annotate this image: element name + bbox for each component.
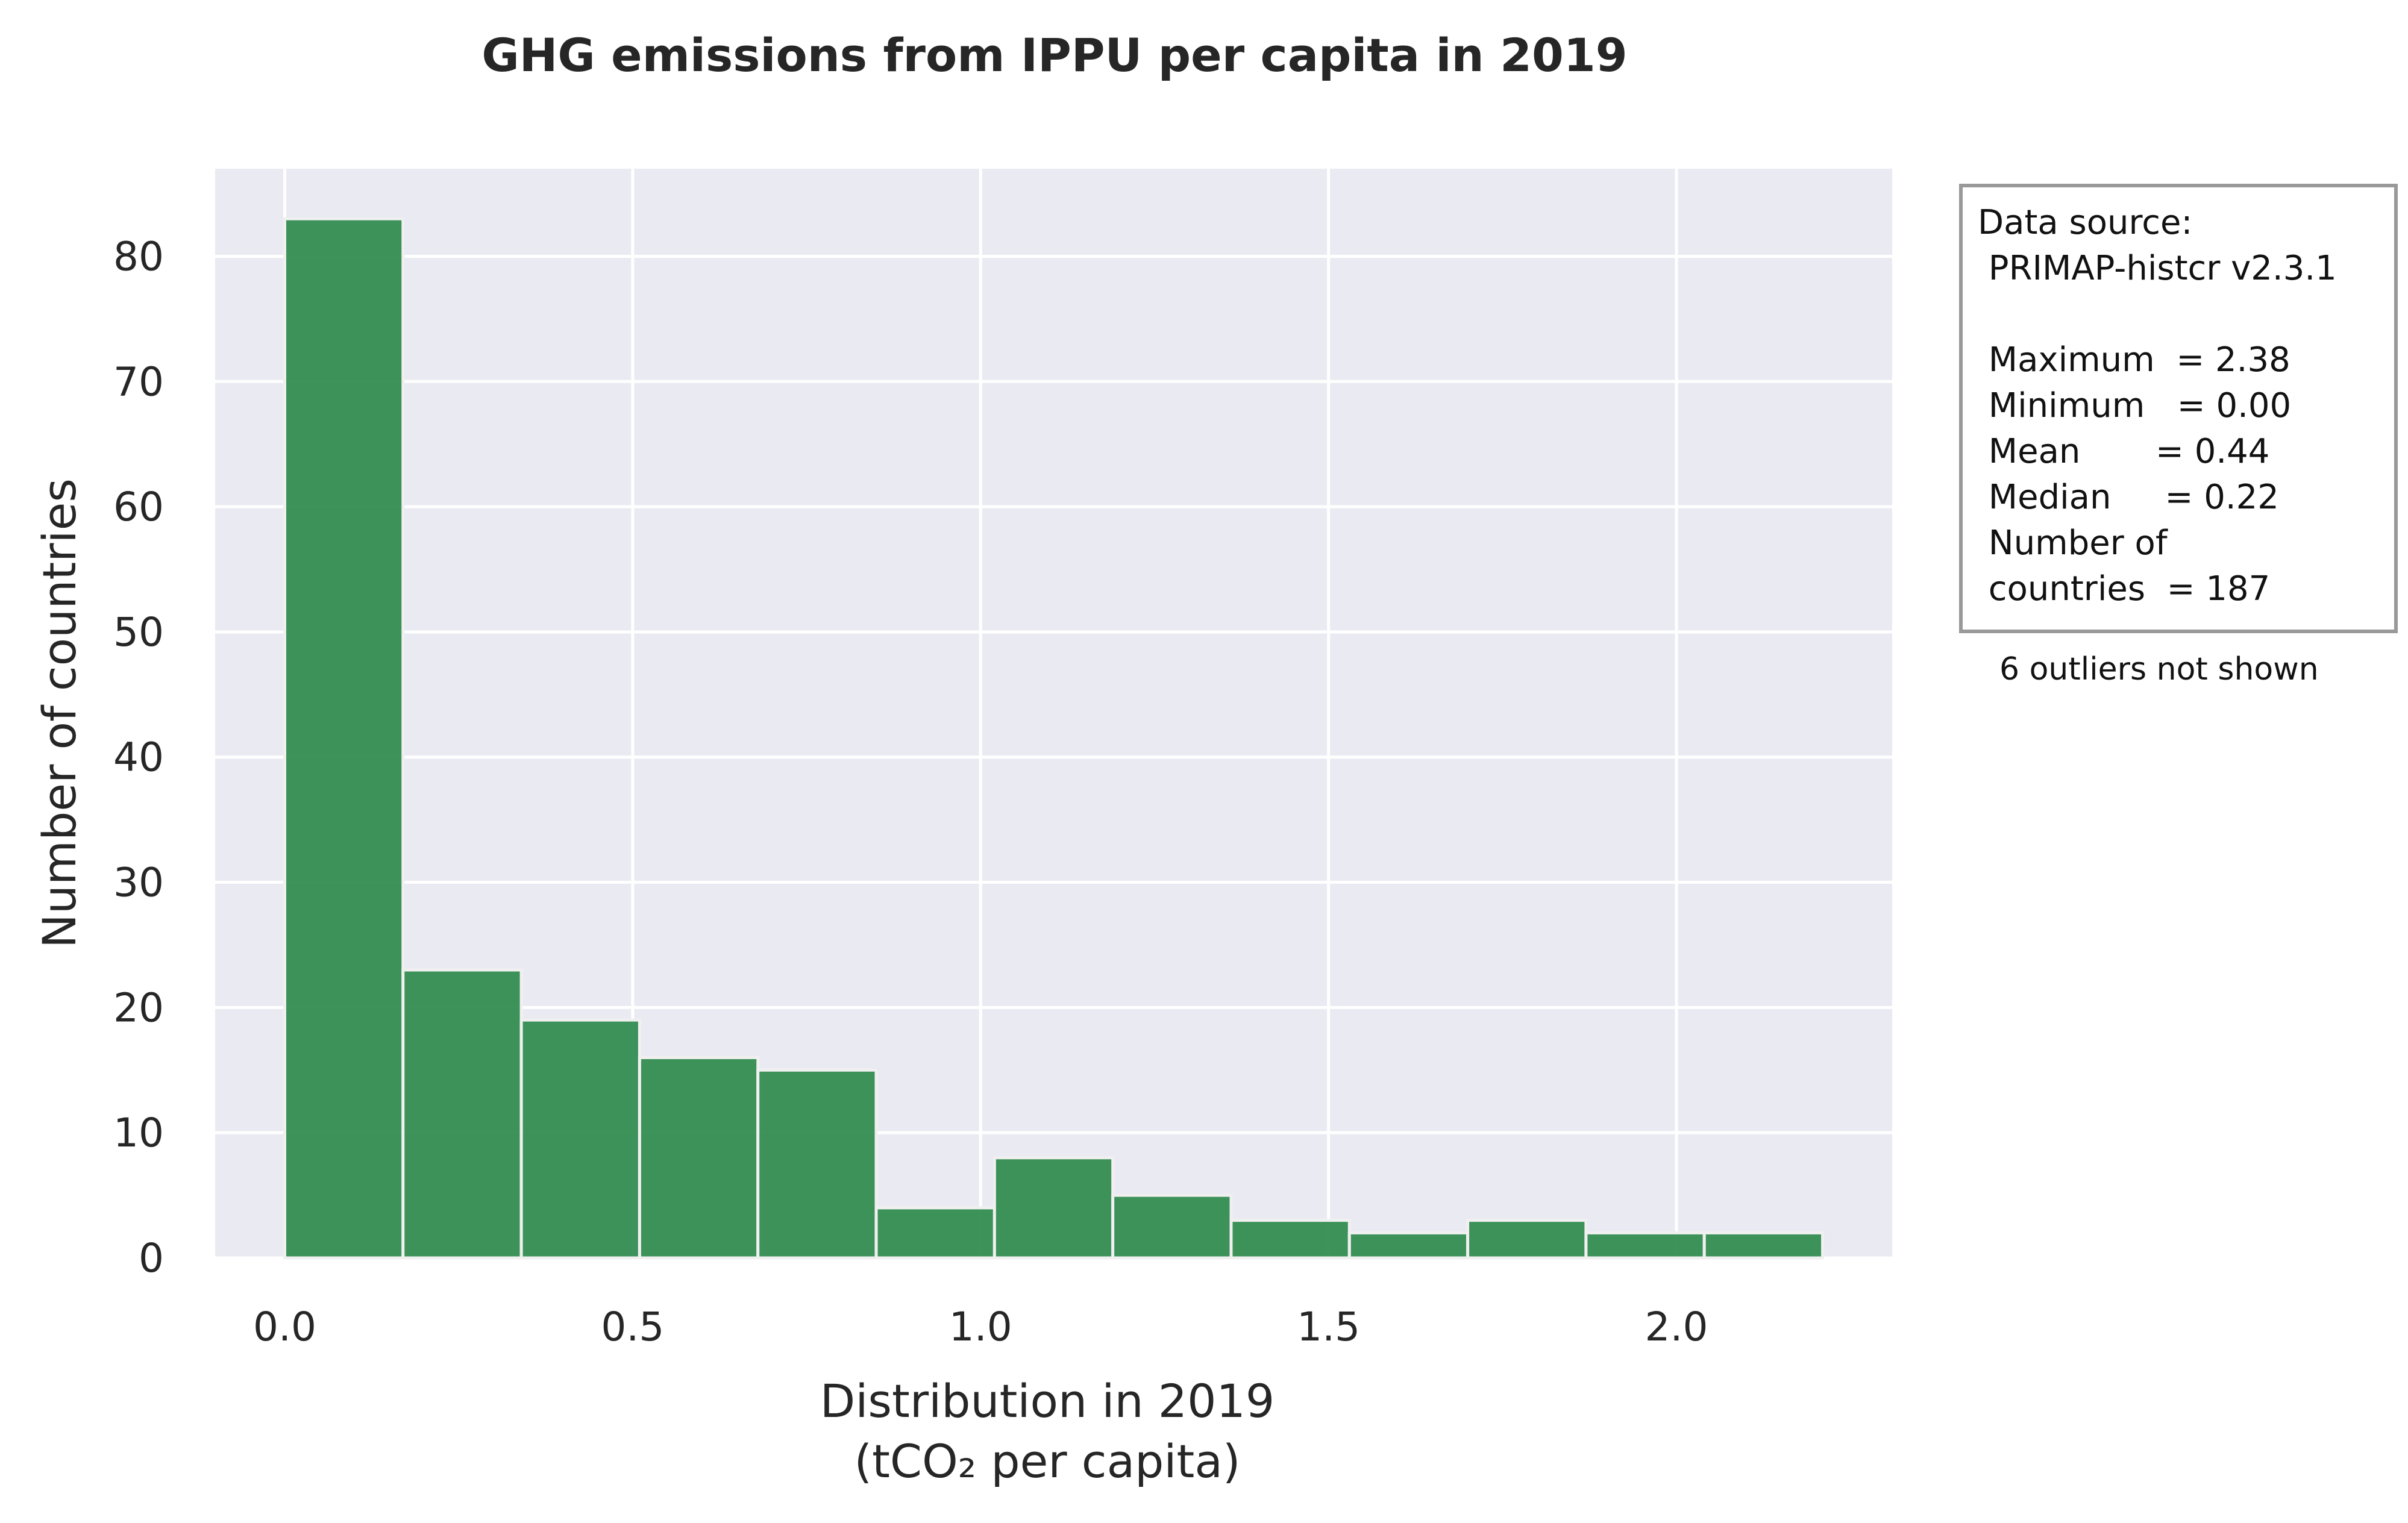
statistics-line: PRIMAP-histcr v2.3.1	[1978, 249, 2337, 288]
y-axis-label: Number of countries	[33, 478, 86, 948]
statistics-line: countries = 187	[1978, 569, 2270, 608]
histogram-bar	[1229, 1219, 1351, 1260]
y-tick-label: 20	[113, 984, 164, 1031]
x-tick-labels: 0.0 0.5 1.0 1.5 2.0	[253, 1304, 1708, 1350]
y-tick-labels: 0 10 20 30 40 50 60 70 80	[113, 233, 164, 1281]
statistics-box	[1959, 184, 2398, 633]
y-tick-label: 30	[113, 860, 164, 906]
histogram-bar	[1111, 1193, 1233, 1260]
histogram-bar	[1584, 1231, 1706, 1260]
histogram-bar	[519, 1018, 641, 1260]
histogram-bars	[283, 217, 1825, 1260]
histogram-bar	[1347, 1231, 1470, 1260]
histogram-bar	[874, 1206, 996, 1260]
y-tick-label: 70	[113, 358, 164, 405]
histogram-bar	[1466, 1219, 1588, 1260]
x-tick-label: 0.5	[601, 1304, 664, 1350]
histogram-bar	[756, 1068, 878, 1260]
histogram-bar	[992, 1156, 1115, 1260]
x-tick-label: 1.0	[949, 1304, 1012, 1350]
statistics-line: Minimum = 0.00	[1978, 386, 2291, 425]
statistics-line: Data source:	[1978, 203, 2192, 242]
x-axis-label-line2: (tCO₂ per capita)	[854, 1434, 1240, 1488]
histogram-bar	[638, 1055, 760, 1260]
statistics-line: Mean = 0.44	[1978, 432, 2269, 471]
y-tick-label: 0	[139, 1235, 164, 1281]
y-tick-label: 80	[113, 233, 164, 280]
y-tick-label: 40	[113, 734, 164, 781]
y-tick-label: 10	[113, 1110, 164, 1156]
x-tick-label: 0.0	[253, 1304, 316, 1350]
y-tick-label: 60	[113, 484, 164, 530]
chart-title: GHG emissions from IPPU per capita in 20…	[481, 28, 1627, 82]
histogram-bar	[1702, 1231, 1825, 1260]
statistics-line: Median = 0.22	[1978, 478, 2279, 517]
statistics-line: Number of	[1978, 524, 2168, 563]
outliers-note: 6 outliers not shown	[1999, 651, 2319, 687]
x-axis-label-line1: Distribution in 2019	[820, 1374, 1275, 1428]
histogram-bar	[401, 968, 523, 1260]
histogram-bar	[283, 217, 405, 1260]
statistics-text: Data source: PRIMAP-histcr v2.3.1 Maximu…	[1978, 203, 2337, 608]
y-tick-label: 50	[113, 609, 164, 655]
x-tick-label: 2.0	[1645, 1304, 1708, 1350]
x-tick-label: 1.5	[1297, 1304, 1360, 1350]
statistics-line: Maximum = 2.38	[1978, 340, 2290, 380]
